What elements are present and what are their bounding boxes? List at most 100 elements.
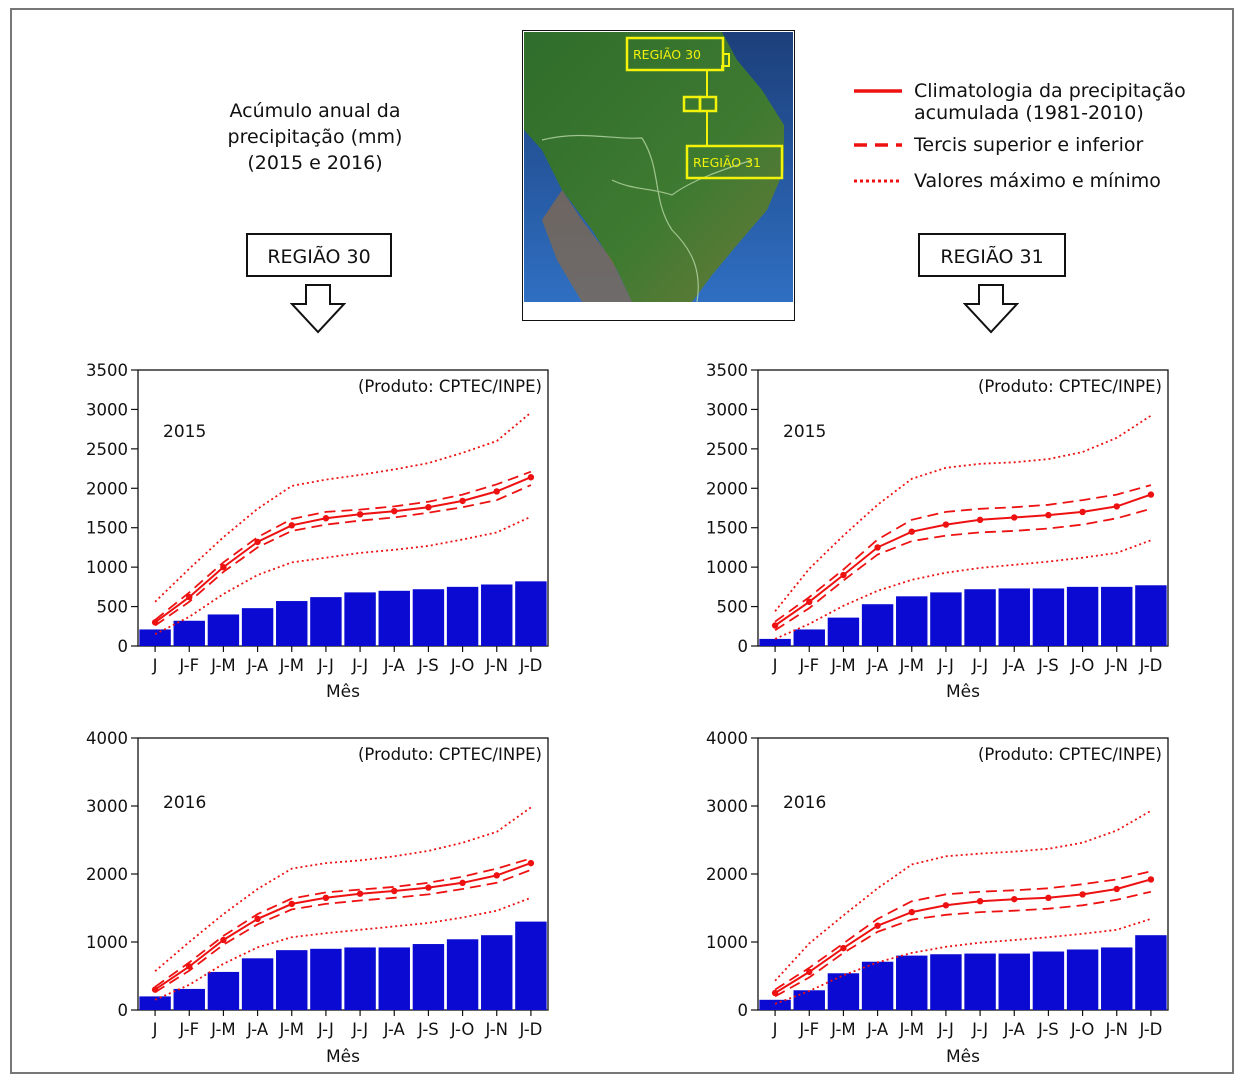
bar-3 xyxy=(861,961,894,1010)
legend-dashed-label: Tercis superior e inferior xyxy=(914,134,1144,156)
plot-area xyxy=(757,369,1169,647)
bar-6 xyxy=(964,589,996,646)
legend-dotted-line-icon xyxy=(854,179,902,183)
climatology-point-2 xyxy=(220,563,227,571)
bar-6 xyxy=(344,947,376,1010)
source-label: (Produto: CPTEC/INPE) xyxy=(978,745,1162,764)
climatology-point-7 xyxy=(391,507,398,515)
bar-9 xyxy=(446,939,479,1010)
region-map: REGIÃO 30 REGIÃO 31 xyxy=(522,30,795,321)
x-tick-label-1: J-F xyxy=(798,656,819,675)
climatology-point-8 xyxy=(425,504,432,511)
climatology-point-11 xyxy=(527,859,535,867)
bar-4 xyxy=(896,955,928,1010)
climatology-point-0 xyxy=(151,619,159,626)
title-line-3: (2015 e 2016) xyxy=(247,152,383,174)
bar-10 xyxy=(481,584,513,646)
y-tick-label-0: 0 xyxy=(118,1001,129,1020)
line-minimum xyxy=(154,515,532,636)
x-tick-label-0: J xyxy=(772,1020,778,1039)
x-tick-label-10: J-N xyxy=(1104,656,1128,675)
y-tick-label-0: 0 xyxy=(118,637,129,656)
y-tick-label-6: 3000 xyxy=(86,400,128,419)
region-30-label: REGIÃO 30 xyxy=(246,233,392,277)
bar-1 xyxy=(793,990,825,1010)
line-lower-tercile xyxy=(154,869,532,994)
region-31-label: REGIÃO 31 xyxy=(918,233,1066,277)
bar-6 xyxy=(964,953,996,1010)
bar-10 xyxy=(1101,947,1133,1010)
x-tick-label-6: J-J xyxy=(971,656,988,675)
x-tick-label-5: J-J xyxy=(937,1020,954,1039)
line-maximum xyxy=(154,411,532,603)
chart-region31-2015: 0 500 1000 1500 2000 2500 3000 3500 J J-F J-M J-A J-… xyxy=(706,361,1169,702)
plot-area xyxy=(137,369,549,647)
map-region-31-box xyxy=(685,144,784,180)
bar-8 xyxy=(1032,951,1065,1010)
x-axis-label: Mês xyxy=(326,682,360,702)
x-tick-label-1: J-F xyxy=(798,1020,819,1039)
climatology-point-6 xyxy=(356,511,364,518)
climatology-point-11 xyxy=(1147,491,1155,498)
x-tick-label-3: J-A xyxy=(246,656,269,675)
climatology-point-6 xyxy=(356,890,364,897)
climatology-point-0 xyxy=(771,989,779,997)
bar-0 xyxy=(139,996,171,1010)
bar-11 xyxy=(1135,585,1167,646)
bar-2 xyxy=(827,973,860,1010)
bar-10 xyxy=(1101,586,1133,646)
climatology-point-3 xyxy=(254,915,261,923)
climatology-point-3 xyxy=(874,544,881,551)
x-tick-label-1: J-F xyxy=(178,1020,199,1039)
x-tick-label-5: J-J xyxy=(937,656,954,675)
climatology-point-10 xyxy=(493,872,500,879)
x-tick-label-0: J xyxy=(152,1020,158,1039)
bar-9 xyxy=(446,586,479,646)
bar-8 xyxy=(412,589,445,646)
climatology-point-9 xyxy=(1079,508,1086,516)
y-tick-label-3: 1500 xyxy=(86,519,128,538)
bar-4 xyxy=(276,601,308,646)
chart-region31-2016: 0 1000 2000 3000 4000 J J-F J-M J-A J-M J-J J-J J-A J… xyxy=(706,729,1169,1067)
climatology-point-1 xyxy=(186,963,193,970)
climatology-point-10 xyxy=(493,488,500,495)
x-tick-label-9: J-O xyxy=(1070,656,1095,675)
line-climatology xyxy=(774,493,1152,627)
climatology-point-11 xyxy=(527,474,535,481)
bar-1 xyxy=(173,620,205,646)
x-tick-label-9: J-O xyxy=(450,1020,475,1039)
x-tick-label-8: J-S xyxy=(1037,656,1059,675)
x-tick-label-2: J-M xyxy=(210,1020,235,1039)
year-label: 2016 xyxy=(163,793,206,813)
x-tick-label-4: J-M xyxy=(279,656,304,675)
climatology-point-9 xyxy=(459,879,466,887)
bar-0 xyxy=(139,629,171,646)
line-lower-tercile xyxy=(774,507,1152,631)
line-minimum xyxy=(774,539,1152,640)
climatology-point-3 xyxy=(254,538,261,546)
y-tick-label-3: 3000 xyxy=(86,797,128,816)
x-tick-label-5: J-J xyxy=(317,1020,334,1039)
bar-8 xyxy=(412,944,445,1010)
climatology-point-2 xyxy=(220,936,227,944)
x-tick-label-8: J-S xyxy=(417,656,439,675)
y-tick-label-2: 1000 xyxy=(86,558,128,577)
legend-dotted-label: Valores máximo e mínimo xyxy=(914,170,1161,192)
y-tick-label-0: 0 xyxy=(738,1001,749,1020)
x-tick-label-7: J-A xyxy=(1003,656,1026,675)
bar-9 xyxy=(1066,949,1099,1010)
y-tick-label-1: 500 xyxy=(97,598,129,617)
source-label: (Produto: CPTEC/INPE) xyxy=(978,377,1162,396)
line-lower-tercile xyxy=(154,484,532,627)
x-tick-label-10: J-N xyxy=(1104,1020,1128,1039)
y-tick-label-1: 500 xyxy=(717,598,749,617)
x-tick-label-8: J-S xyxy=(417,1020,439,1039)
y-tick-label-2: 1000 xyxy=(706,558,748,577)
climatology-point-0 xyxy=(771,622,779,629)
climatology-point-1 xyxy=(806,598,813,606)
climatology-point-10 xyxy=(1113,885,1120,893)
bar-2 xyxy=(207,614,240,646)
line-maximum xyxy=(774,414,1152,612)
x-tick-label-10: J-N xyxy=(484,1020,508,1039)
bar-7 xyxy=(998,588,1030,646)
